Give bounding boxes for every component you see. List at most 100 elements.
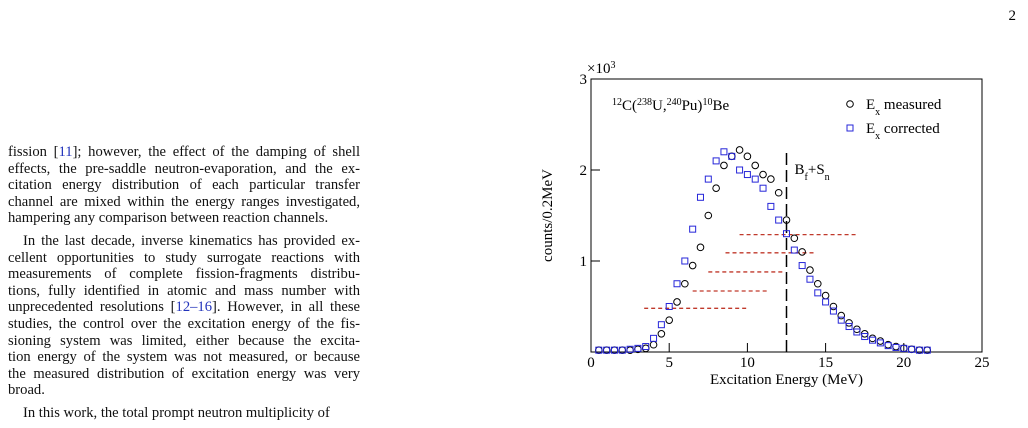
page-number: 2	[1008, 8, 1017, 24]
data-point	[814, 289, 822, 297]
x-tick-label: 25	[975, 355, 990, 371]
data-point	[798, 262, 806, 270]
data-point	[618, 346, 626, 354]
data-point	[798, 248, 806, 256]
data-point	[720, 161, 728, 170]
data-point	[751, 161, 760, 170]
data-point	[696, 193, 704, 201]
data-point	[923, 346, 931, 354]
text-part: 3	[610, 60, 615, 71]
data-point	[720, 148, 728, 156]
data-point	[876, 339, 884, 347]
data-point	[610, 346, 618, 354]
data-point	[743, 171, 751, 179]
data-point	[712, 184, 720, 192]
data-point	[892, 343, 900, 351]
text-span: tion energy of the system was not measur…	[8, 349, 360, 366]
citation[interactable]: 12–16	[175, 299, 212, 316]
text-span: the measured distribution of excitation …	[8, 365, 360, 382]
text-line: In the last decade, inverse kinematics h…	[8, 233, 360, 250]
data-point	[767, 175, 775, 183]
text-part: C(	[622, 98, 637, 114]
data-point	[759, 184, 767, 192]
data-point	[845, 319, 853, 327]
y-tick-label: 2	[580, 163, 588, 179]
data-point	[782, 216, 791, 224]
data-point	[783, 230, 790, 238]
annotation: 12C(238U,240Pu)10Be	[612, 97, 729, 115]
legend-label: Ex corrected	[866, 121, 940, 142]
data-point	[735, 146, 744, 154]
text-part: Pu)	[682, 98, 703, 114]
text-line: citation energy distribution of each par…	[8, 177, 360, 194]
data-point	[876, 337, 885, 345]
data-point	[751, 175, 759, 183]
data-point	[743, 152, 752, 161]
citation[interactable]: 11	[58, 144, 73, 160]
text-span: citation energy distribution of each par…	[8, 177, 360, 194]
text-line: tion energy of the system was not measur…	[8, 349, 360, 366]
data-point	[829, 307, 837, 315]
data-point	[641, 344, 650, 353]
text-line: In this work, the total prompt neutron m…	[8, 405, 360, 422]
data-point	[822, 298, 830, 306]
text-part: B	[795, 162, 805, 178]
text-part: corrected	[880, 121, 940, 137]
text-span: tions, fully identified in atomic and ma…	[8, 282, 360, 299]
text-line: hampering any comparison between reactio…	[8, 210, 360, 227]
data-point	[829, 302, 838, 311]
x-axis-label: Excitation Energy (MeV)	[710, 372, 863, 388]
data-point	[727, 152, 736, 161]
text-span: effects, the pre-saddle neutron-evaporat…	[8, 160, 360, 177]
text-line: sioning system was limited, either becau…	[8, 333, 360, 350]
text-line: measurements of complete fission-fragmen…	[8, 266, 360, 283]
text-part: U,	[652, 98, 667, 114]
data-point	[853, 328, 861, 336]
y-scale-label: ×103	[587, 60, 615, 78]
text-line: fission [11]; however, the effect of the…	[8, 144, 360, 161]
data-point	[688, 261, 697, 270]
data-point	[657, 330, 666, 338]
data-point	[681, 279, 689, 288]
data-point	[712, 157, 720, 165]
data-point	[626, 345, 634, 353]
data-point	[813, 279, 822, 288]
body-text: fission [11]; however, the effect of the…	[8, 144, 360, 428]
y-axis-label: counts/0.2MeV	[540, 169, 556, 262]
data-point	[915, 346, 923, 354]
data-point	[821, 291, 830, 300]
text-part: x	[875, 131, 880, 142]
text-span: fission [	[8, 144, 59, 160]
x-tick-label: 10	[740, 355, 755, 371]
text-span: broad.	[8, 382, 45, 399]
text-line: channel are mixed within the energy rang…	[8, 194, 360, 211]
legend-marker	[846, 124, 854, 132]
text-span: unprecedented resolutions [	[8, 299, 176, 316]
data-point	[595, 346, 603, 354]
data-point	[650, 334, 658, 342]
data-point	[759, 170, 767, 179]
text-part: E	[866, 97, 875, 113]
data-point	[728, 152, 736, 160]
data-point	[673, 298, 681, 306]
text-line: cellent opportunities to study surrogate…	[8, 250, 360, 267]
text-line: broad.	[8, 382, 360, 399]
text-span: cellent opportunities to study surrogate…	[8, 249, 360, 266]
paragraph: fission [11]; however, the effect of the…	[8, 144, 360, 227]
text-part: ×10	[587, 61, 610, 77]
text-span: hampering any comparison between reactio…	[8, 210, 329, 227]
text-part: f	[805, 171, 809, 182]
data-point	[767, 202, 775, 210]
data-point	[634, 344, 642, 352]
text-part: 12	[612, 97, 622, 108]
data-point	[775, 216, 783, 224]
data-point	[806, 266, 814, 274]
text-part: E	[866, 121, 875, 137]
x-tick-label: 20	[896, 355, 911, 371]
data-point	[681, 257, 689, 265]
data-point	[704, 211, 713, 220]
data-point	[665, 316, 674, 324]
text-part: 10	[702, 97, 712, 108]
data-point	[900, 344, 908, 352]
threshold-label: Bf+Sn	[795, 162, 830, 183]
